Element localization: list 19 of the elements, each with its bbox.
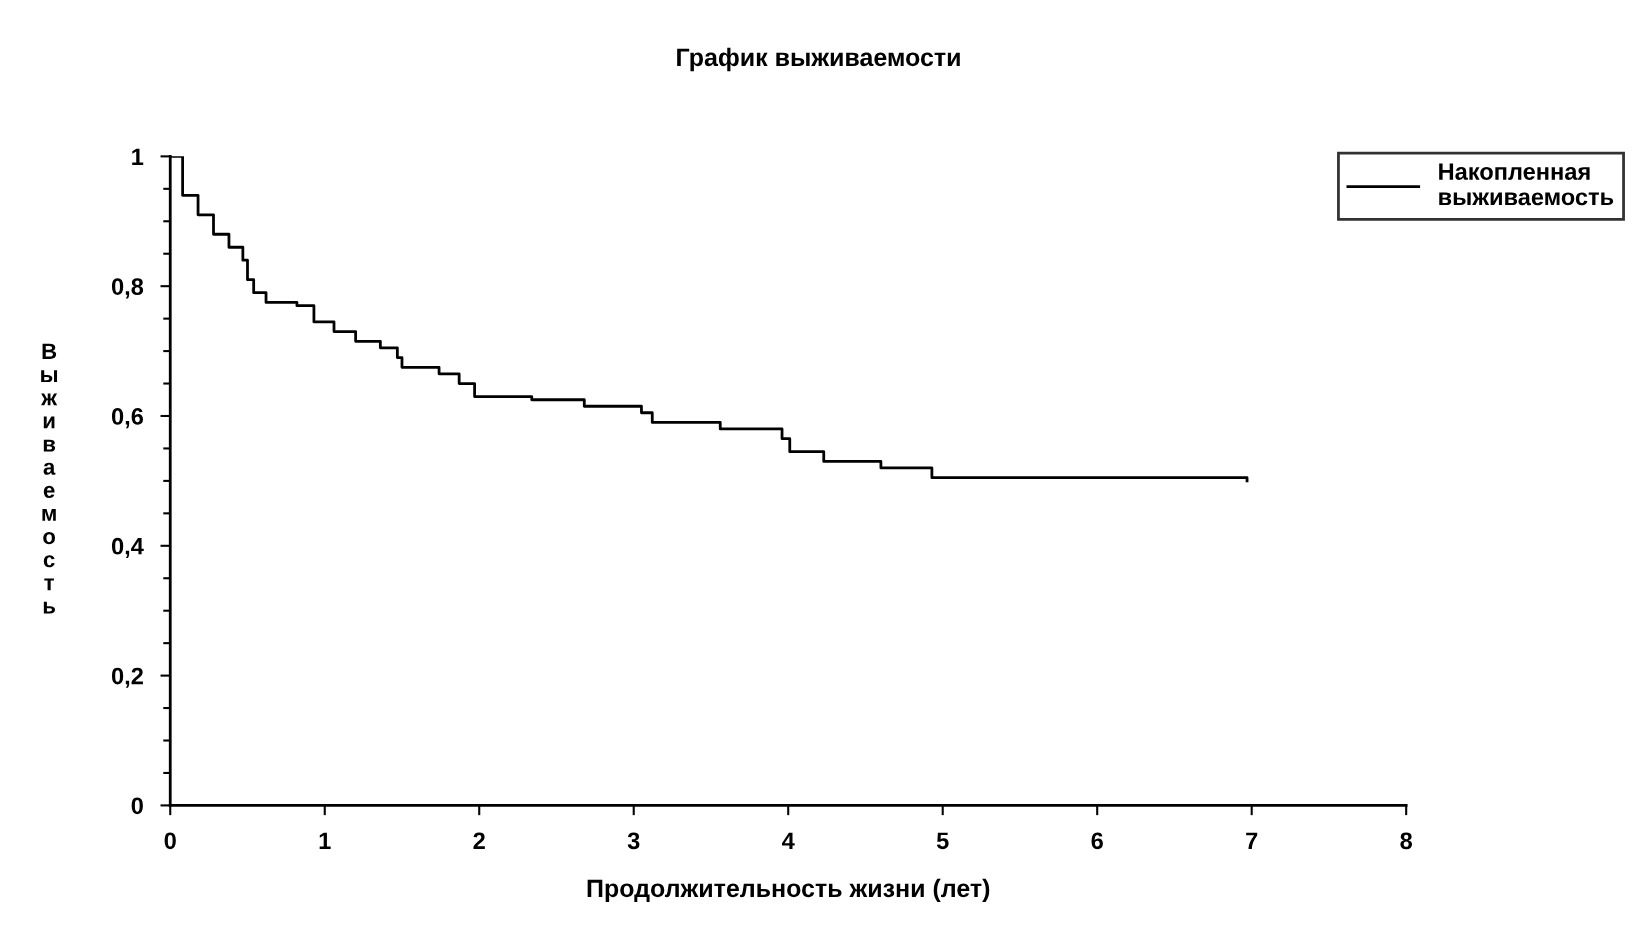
x-tick-label: 2 bbox=[473, 832, 485, 849]
y-tick-label: 0,4 bbox=[111, 537, 144, 559]
x-axis-title: Продолжительность жизни (лет) bbox=[587, 878, 990, 903]
y-tick-label: 0,6 bbox=[111, 408, 144, 429]
y-tick-label: 1 bbox=[132, 148, 144, 165]
x-tick-label: 4 bbox=[782, 832, 795, 849]
y-tick-label: 0 bbox=[131, 797, 143, 815]
x-tick-label: 5 bbox=[936, 832, 949, 850]
y-tick-label: 0,8 bbox=[111, 278, 144, 299]
legend-label: Накопленная выживаемость bbox=[1439, 163, 1614, 206]
x-tick-label: 8 bbox=[1400, 832, 1413, 850]
x-tick-label: 0 bbox=[164, 832, 176, 850]
chart-title: График выживаемости bbox=[677, 47, 960, 72]
text: Выживаемость bbox=[41, 343, 58, 614]
x-tick-label: 1 bbox=[319, 832, 331, 849]
y-tick-label: 0,2 bbox=[111, 667, 143, 688]
x-tick-label: 6 bbox=[1091, 832, 1103, 850]
x-tick-label: 3 bbox=[627, 832, 640, 850]
x-tick-label: 7 bbox=[1246, 832, 1258, 849]
